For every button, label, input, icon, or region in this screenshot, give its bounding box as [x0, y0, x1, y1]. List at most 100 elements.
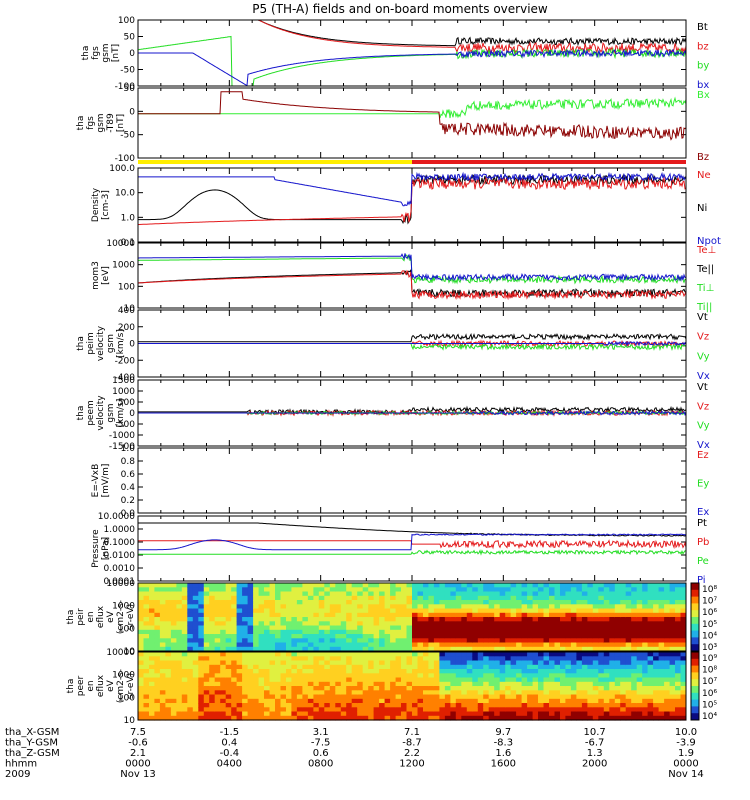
panel-frame	[137, 87, 687, 159]
y-axis-label: [km/s]	[116, 399, 126, 428]
colorbar-segment	[691, 706, 699, 714]
series-pt	[138, 522, 687, 537]
y-axis-label: fgs	[91, 46, 101, 60]
y-axis-label: gsm	[96, 113, 106, 132]
x-column-value: 10.7	[584, 727, 606, 738]
series-te-perp	[137, 269, 687, 301]
legend-entry: Pt	[697, 518, 707, 529]
y-tick-label: 0.4	[121, 483, 136, 493]
y-axis-label: tha	[76, 336, 86, 351]
x-row-label: hhmm	[5, 759, 37, 770]
colorbar-segment	[691, 637, 699, 645]
legend-entry: Bz	[697, 152, 709, 163]
legend-entry: Vx	[697, 371, 710, 382]
y-tick-label: -100	[115, 82, 136, 92]
chart-title: P5 (TH-A) fields and on-board moments ov…	[252, 2, 548, 16]
panel-3: 100.0 10.0 1.0 0.1 Density [cm-3] Ne Ni Npot	[91, 164, 721, 248]
y-tick-label: -50	[120, 66, 135, 76]
x-column-value: 7.5	[130, 727, 146, 738]
x-column-value: -0.6	[128, 738, 148, 749]
legend-entry: Ni	[697, 203, 707, 214]
x-column-value: 2.1	[130, 748, 146, 759]
y-tick-label: 100.0	[109, 164, 135, 174]
y-axis-label: [nT]	[116, 114, 126, 132]
y-axis-label: tha	[66, 679, 76, 694]
y-tick-label: 10000	[106, 579, 135, 589]
colorbar-frame	[690, 582, 700, 652]
x-column-value: 7.1	[404, 727, 420, 738]
x-column-value: -8.7	[402, 738, 422, 749]
colorbar-segment	[691, 589, 699, 598]
spectrogram-9	[138, 583, 687, 652]
y-axis-label: [mV/m]	[101, 464, 111, 498]
colorbar-segment	[691, 686, 699, 694]
y-tick-label: -50	[120, 131, 135, 141]
y-axis-label: eflux	[96, 674, 106, 697]
y-tick-label: 10	[124, 647, 136, 657]
y-tick-label: 0.0001	[104, 577, 136, 587]
y-tick-label: 1000	[112, 602, 135, 612]
y-tick-label: 10	[124, 304, 136, 314]
colorbar-tick-label: 10⁵	[702, 700, 717, 710]
y-tick-label: 0.2	[121, 496, 135, 506]
y-tick-label: -100	[115, 154, 136, 164]
x-column-value: 3.1	[313, 727, 329, 738]
y-axis-label: velocity	[96, 395, 106, 431]
y-axis-label: Pressure	[91, 529, 101, 568]
panel-5: 400 200 0 -200 -400 tha peim velocity gsm [km/s] V…	[76, 306, 710, 383]
spectrogram-10	[138, 652, 687, 721]
panel-frame	[137, 379, 687, 447]
legend-entry: Ez	[697, 450, 709, 461]
x-column-value: 0000	[125, 759, 150, 770]
colorbar-tick-label: 10⁶	[702, 689, 717, 699]
x-column-value: Nov 14	[668, 769, 703, 780]
panel-9: 10000 1000 100 10 tha peir en eflux eV (cm2-s-sr-…	[66, 579, 717, 657]
colorbar-tick-label: 10⁴	[702, 631, 717, 641]
series-by	[137, 35, 687, 87]
y-axis-label: tha	[76, 116, 86, 131]
y-tick-label: 0.0100	[104, 551, 136, 561]
series-pi	[138, 533, 687, 551]
series-vt-e	[138, 405, 687, 416]
panel-frame	[137, 242, 687, 309]
colorbar-segment	[691, 713, 699, 721]
y-tick-label: 10.0	[115, 189, 135, 199]
y-tick-label: 0.1000	[104, 538, 136, 548]
y-tick-label: 100	[118, 16, 135, 26]
y-axis-label: peir	[76, 608, 86, 626]
y-tick-label: 0.8	[121, 457, 136, 467]
legend-entry: bx	[697, 80, 709, 91]
panel-frame	[137, 515, 687, 582]
y-tick-label: 50	[124, 84, 136, 94]
colorbar-tick-label: 10³	[702, 643, 717, 653]
legend-entry: Npot	[697, 236, 721, 247]
series-vx-i	[138, 340, 687, 347]
y-axis-label: tha	[81, 46, 91, 61]
panel-frame	[137, 651, 687, 721]
x-column-value: -1.5	[220, 727, 240, 738]
legend-entry: Te||	[696, 264, 714, 275]
y-tick-label: 0	[129, 107, 135, 117]
colorbar-segment	[691, 672, 699, 680]
x-column-value: 9.7	[495, 727, 511, 738]
x-column-value: 0400	[217, 759, 242, 770]
series-pe	[138, 549, 687, 556]
x-column-value: 1.3	[587, 748, 603, 759]
y-tick-label: 50	[124, 33, 136, 43]
legend-entry: Vt	[697, 312, 708, 323]
x-column-value: 2000	[582, 759, 607, 770]
legend-entry: Vx	[697, 440, 710, 451]
colorbar-segment	[691, 630, 699, 638]
region-bar-yellow	[138, 160, 412, 164]
colorbar-segment	[691, 665, 699, 673]
x-column-value: 10.0	[675, 727, 697, 738]
legend-entry: Vy	[697, 351, 710, 362]
x-column-value: 2.2	[404, 748, 420, 759]
y-tick-label: 1000	[112, 671, 135, 681]
y-tick-label: -200	[115, 356, 136, 366]
colorbar-tick-label: 10⁷	[702, 597, 717, 607]
colorbar-tick-label: 10⁸	[702, 585, 717, 595]
y-tick-label: 10000	[106, 239, 135, 249]
